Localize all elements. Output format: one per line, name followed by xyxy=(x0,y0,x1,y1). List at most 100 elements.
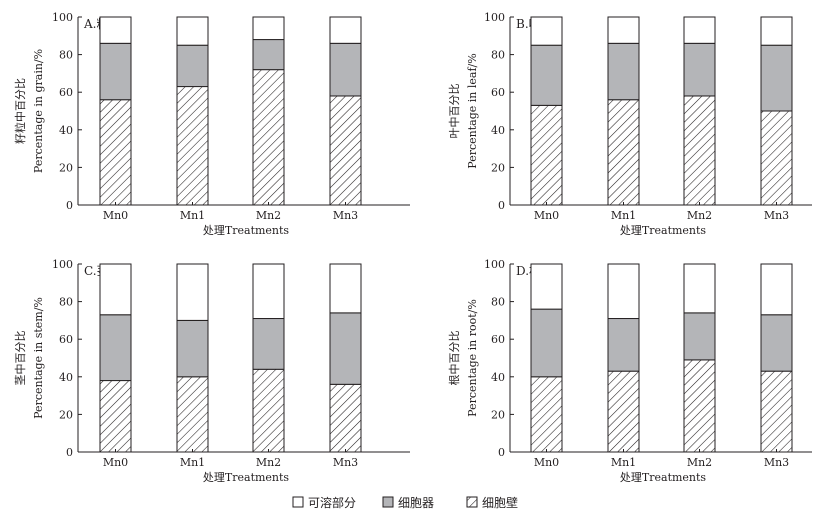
legend-label: 可溶部分 xyxy=(308,495,356,510)
y-tick-label: 60 xyxy=(491,333,505,346)
bar-soluble-mn0 xyxy=(99,16,132,44)
bar-wall-mn1 xyxy=(607,370,640,453)
bar-soluble-mn1 xyxy=(176,263,209,321)
x-tick-label: Mn1 xyxy=(180,209,205,222)
y-tick-label: 20 xyxy=(491,161,505,174)
bar-wall-mn2 xyxy=(252,69,285,206)
bar-organelle-mn0 xyxy=(99,42,132,101)
y-tick-label: 20 xyxy=(491,408,505,421)
bar-wall-mn3 xyxy=(329,383,362,453)
x-axis-label: 处理Treatments xyxy=(620,471,707,484)
y-axis-label-en: Percentage in leaf/% xyxy=(466,53,479,168)
bar-soluble-mn0 xyxy=(530,16,563,46)
bar-soluble-mn1 xyxy=(176,16,209,46)
bar-soluble-mn0 xyxy=(99,263,132,316)
bar-wall-mn0 xyxy=(99,380,132,453)
bar-wall-mn3 xyxy=(760,370,793,453)
bar-soluble-mn3 xyxy=(329,16,362,44)
y-tick-label: 60 xyxy=(59,333,73,346)
bar-organelle-mn3 xyxy=(760,44,793,112)
y-axis-label-en: Percentage in stem/% xyxy=(32,297,45,419)
y-axis-label-cn: 籽粒中百分比 xyxy=(13,78,27,144)
y-axis-label-cn: 叶中百分比 xyxy=(448,84,461,139)
y-axis-label-en: Percentage in grain/% xyxy=(32,49,45,173)
bar-organelle-mn3 xyxy=(329,42,362,97)
bar-soluble-mn2 xyxy=(683,263,716,314)
x-tick-label: Mn3 xyxy=(333,456,358,469)
bar-wall-mn2 xyxy=(683,359,716,453)
bar-soluble-mn3 xyxy=(760,16,793,46)
bar-organelle-mn3 xyxy=(329,312,362,385)
y-axis-label-cn: 根中百分比 xyxy=(447,331,461,386)
x-tick-label: Mn0 xyxy=(103,456,128,469)
y-tick-label: 40 xyxy=(59,124,73,137)
bar-wall-mn1 xyxy=(607,99,640,206)
bar-organelle-mn0 xyxy=(530,44,563,106)
bar-organelle-mn1 xyxy=(176,319,209,378)
bar-organelle-mn3 xyxy=(760,314,793,372)
bar-wall-mn3 xyxy=(760,110,793,206)
bar-soluble-mn2 xyxy=(252,263,285,320)
y-tick-label: 60 xyxy=(59,86,73,99)
bar-soluble-mn1 xyxy=(607,263,640,320)
legend-swatch-organelle xyxy=(382,496,394,508)
bar-soluble-mn1 xyxy=(607,16,640,44)
bar-wall-mn3 xyxy=(329,95,362,206)
x-tick-label: Mn1 xyxy=(611,209,636,222)
x-tick-label: Mn0 xyxy=(534,456,559,469)
bar-organelle-mn1 xyxy=(607,42,640,101)
y-tick-label: 0 xyxy=(66,199,73,212)
y-tick-label: 20 xyxy=(59,408,73,421)
bar-organelle-mn2 xyxy=(683,42,716,97)
bar-organelle-mn0 xyxy=(99,314,132,382)
legend-label: 细胞壁 xyxy=(482,495,518,510)
y-tick-label: 80 xyxy=(491,296,505,309)
bar-organelle-mn1 xyxy=(176,44,209,88)
bar-wall-mn1 xyxy=(176,86,209,206)
bar-soluble-mn0 xyxy=(530,263,563,310)
bar-soluble-mn2 xyxy=(683,16,716,44)
legend-swatch-wall xyxy=(466,496,478,508)
bar-wall-mn0 xyxy=(530,104,563,206)
y-tick-label: 80 xyxy=(491,49,505,62)
x-tick-label: Mn2 xyxy=(256,209,281,222)
y-tick-label: 0 xyxy=(66,446,73,459)
y-tick-label: 80 xyxy=(59,296,73,309)
y-tick-label: 40 xyxy=(59,371,73,384)
bar-soluble-mn2 xyxy=(252,16,285,41)
chart-panels: 020406080100A.籽粒籽粒中百分比Percentage in grai… xyxy=(13,11,812,484)
x-tick-label: Mn3 xyxy=(764,209,789,222)
y-tick-label: 0 xyxy=(498,446,505,459)
y-tick-label: 60 xyxy=(491,86,505,99)
y-tick-label: 20 xyxy=(59,161,73,174)
y-tick-label: 100 xyxy=(484,11,505,24)
bar-organelle-mn2 xyxy=(252,39,285,71)
x-tick-label: Mn0 xyxy=(534,209,559,222)
x-axis-label: 处理Treatments xyxy=(203,224,290,237)
x-axis-label: 处理Treatments xyxy=(203,471,290,484)
x-axis-label: 处理Treatments xyxy=(620,224,707,237)
legend-label: 细胞器 xyxy=(398,496,434,510)
bar-organelle-mn2 xyxy=(252,318,285,370)
legend-swatch-soluble xyxy=(292,496,304,508)
x-tick-label: Mn3 xyxy=(764,456,789,469)
x-tick-label: Mn1 xyxy=(611,456,636,469)
legend: 可溶部分 细胞器 细胞壁 xyxy=(292,495,518,510)
y-tick-label: 40 xyxy=(491,124,505,137)
x-tick-label: Mn2 xyxy=(687,456,712,469)
bar-soluble-mn3 xyxy=(760,263,793,316)
y-tick-label: 80 xyxy=(59,49,73,62)
y-tick-label: 0 xyxy=(498,199,505,212)
x-tick-label: Mn0 xyxy=(103,209,128,222)
x-tick-label: Mn2 xyxy=(687,209,712,222)
x-tick-label: Mn3 xyxy=(333,209,358,222)
bar-wall-mn0 xyxy=(99,99,132,206)
y-tick-label: 40 xyxy=(491,371,505,384)
y-axis-label-en: Percentage in root/% xyxy=(466,299,479,417)
x-tick-label: Mn1 xyxy=(180,456,205,469)
bar-wall-mn2 xyxy=(252,368,285,453)
y-axis-label-cn: 茎中百分比 xyxy=(14,331,27,386)
bar-organelle-mn0 xyxy=(530,308,563,378)
